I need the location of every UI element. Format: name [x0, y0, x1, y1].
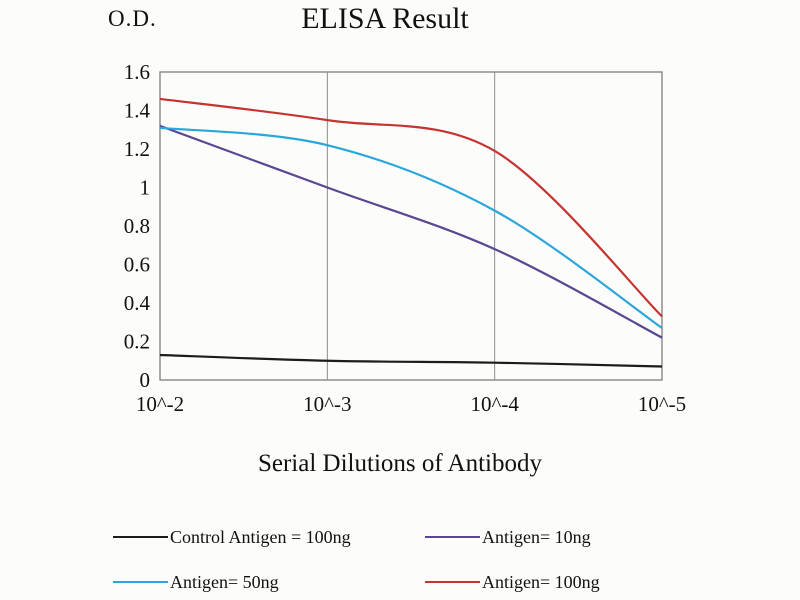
series-line-1 [159, 124, 663, 339]
plot-border [159, 71, 663, 381]
series-line-0 [159, 353, 663, 368]
legend-label: Control Antigen = 100ng [170, 526, 351, 547]
legend-line-swatch [425, 536, 480, 538]
y-tick-label: 0.4 [124, 291, 151, 315]
y-tick-label: 0.6 [124, 253, 150, 277]
legend-line-swatch [113, 536, 168, 538]
chart-title: ELISA Result [301, 2, 469, 35]
legend-item-antigen-100ng: Antigen= 100ng [425, 572, 600, 592]
x-tick-label: 10^-4 [470, 392, 519, 416]
series-line-2 [159, 126, 663, 329]
y-tick-label: 1.4 [124, 99, 151, 123]
x-tick-label: 10^-2 [136, 392, 184, 416]
y-axis-label: O.D. [108, 6, 157, 31]
legend-line-swatch [113, 581, 168, 583]
legend-label: Antigen= 10ng [482, 526, 591, 547]
legend-line-swatch [425, 581, 480, 583]
y-tick-label: 0 [140, 368, 151, 392]
legend-label: Antigen= 100ng [482, 571, 600, 592]
legend-label: Antigen= 50ng [170, 571, 279, 592]
y-tick-label: 1.6 [124, 60, 150, 84]
legend-item-control-antigen-100ng: Control Antigen = 100ng [113, 527, 351, 547]
x-tick-label: 10^-5 [638, 392, 686, 416]
y-tick-label: 0.8 [124, 214, 150, 238]
plot-area: 0 0.2 0.4 0.6 0.8 1 1.2 1.4 1.6 10^-2 10^-3 10^-4 10… [124, 60, 686, 416]
x-axis-label: Serial Dilutions of Antibody [257, 450, 543, 477]
legend-item-antigen-50ng: Antigen= 50ng [113, 572, 279, 592]
y-tick-label: 0.2 [124, 330, 150, 354]
series-line-3 [159, 97, 663, 318]
x-tick-label: 10^-3 [303, 392, 351, 416]
legend-item-antigen-10ng: Antigen= 10ng [425, 527, 591, 547]
y-tick-label: 1.2 [124, 137, 150, 161]
y-tick-label: 1 [140, 176, 151, 200]
